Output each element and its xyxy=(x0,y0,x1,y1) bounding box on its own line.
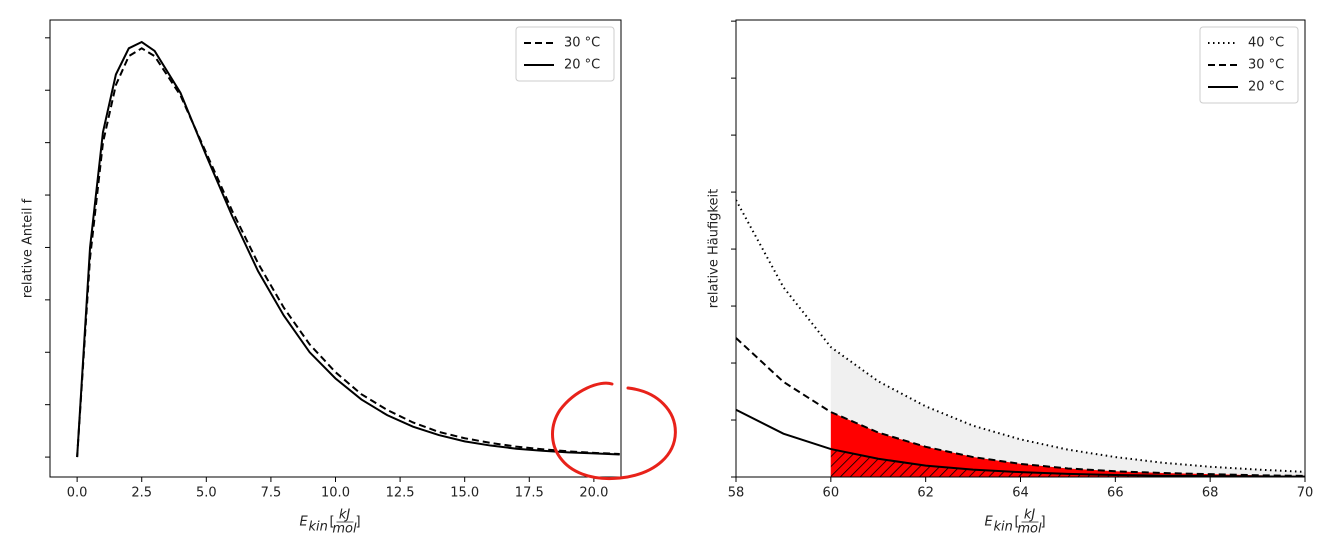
legend-box xyxy=(1199,26,1299,104)
plot-area xyxy=(76,40,620,458)
x-tick-label: 12.5 xyxy=(386,486,415,501)
y-axis-label: relative Anteil f xyxy=(21,198,36,298)
x-label-bracket: [ xyxy=(1015,515,1020,530)
x-label-bracket: [ xyxy=(330,515,335,530)
x-tick-label: 60 xyxy=(823,486,840,501)
fill-area xyxy=(830,412,1305,477)
x-tick-label: 20.0 xyxy=(579,486,608,501)
legend-label: 20 °C xyxy=(1248,80,1284,95)
x-label-numerator: kJ xyxy=(339,508,351,523)
x-tick-label: 66 xyxy=(1107,486,1124,501)
x-tick-label: 64 xyxy=(1012,486,1029,501)
x-label-symbol: E xyxy=(300,515,309,530)
x-tick-label: 70 xyxy=(1297,486,1314,501)
axes-frame xyxy=(49,19,622,478)
x-label-subscript: kin xyxy=(994,520,1013,535)
x-tick-label: 0.0 xyxy=(67,486,88,501)
series-line xyxy=(76,40,620,458)
series-line xyxy=(736,408,1305,477)
x-tick-label: 68 xyxy=(1202,486,1219,501)
series-line xyxy=(76,47,620,458)
legend-label: 30 °C xyxy=(564,36,600,51)
annotation-circle xyxy=(551,381,677,481)
y-axis-label: relative Häufigkeit xyxy=(707,189,722,308)
x-label-denominator: mol xyxy=(1017,522,1042,537)
legend-label: 40 °C xyxy=(1248,36,1284,51)
x-label-symbol: E xyxy=(985,515,994,530)
legend-box xyxy=(515,26,615,82)
x-tick-label: 5.0 xyxy=(196,486,217,501)
x-tick-label: 2.5 xyxy=(131,486,152,501)
x-label-numerator: kJ xyxy=(1024,508,1036,523)
x-tick-label: 7.5 xyxy=(261,486,282,501)
x-tick-label: 10.0 xyxy=(321,486,350,501)
x-label-subscript: kin xyxy=(309,520,328,535)
plot-area xyxy=(736,199,1305,477)
series-line xyxy=(736,337,1305,477)
x-label-bracket: ] xyxy=(1041,515,1046,530)
fill-area xyxy=(830,449,1305,477)
x-tick-label: 15.0 xyxy=(450,486,479,501)
legend-label: 20 °C xyxy=(564,58,600,73)
legend-label: 30 °C xyxy=(1248,58,1284,73)
x-tick-label: 62 xyxy=(917,486,934,501)
x-tick-label: 17.5 xyxy=(515,486,544,501)
fill-area xyxy=(830,347,1305,477)
x-label-bracket: ] xyxy=(356,515,361,530)
x-label-denominator: mol xyxy=(332,522,357,537)
series-line xyxy=(736,199,1305,473)
x-tick-label: 58 xyxy=(728,486,745,501)
